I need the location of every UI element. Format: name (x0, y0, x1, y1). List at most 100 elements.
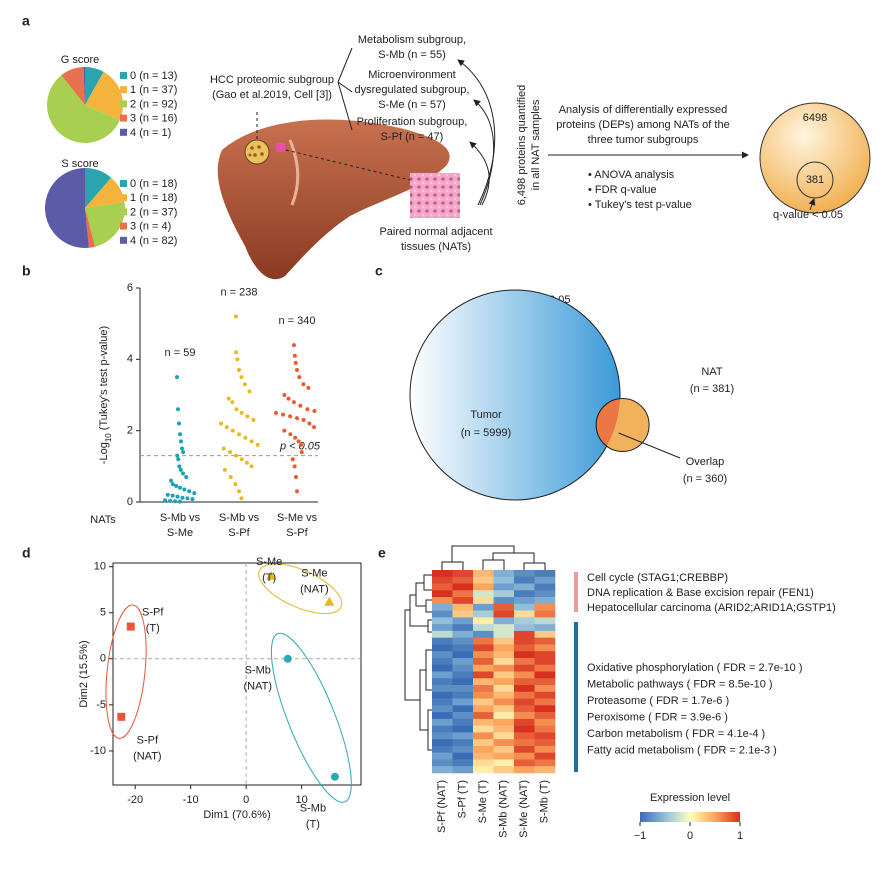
heatmap-cell (452, 718, 474, 726)
colorbar-tick-label: −1 (634, 830, 647, 842)
heatmap-cell (452, 752, 474, 760)
heatmap-cell (534, 610, 556, 618)
heatmap-cell (534, 651, 556, 659)
colorbar-tick-label: 0 (687, 830, 693, 842)
subgroup-label: Microenvironment (368, 69, 455, 81)
heatmap-cell (452, 691, 474, 699)
column-label: S-Pf (T) (457, 780, 469, 819)
heatmap-cell (473, 671, 494, 679)
y-tick-label: 10 (94, 561, 106, 573)
data-point (249, 464, 254, 469)
heatmap-cell (493, 651, 515, 659)
heatmap-cell (514, 597, 535, 605)
data-point (291, 400, 296, 405)
data-point (293, 435, 298, 440)
heatmap-cell (493, 610, 515, 618)
legend-swatch (120, 194, 127, 202)
heatmap-cell (493, 678, 515, 686)
heatmap-cell (452, 624, 474, 632)
legend-swatch (120, 100, 127, 108)
heatmap-cell (514, 766, 535, 774)
pie-slice (85, 71, 123, 120)
legend-count: (n = 1) (139, 127, 171, 139)
legend-count: (n = 82) (139, 235, 177, 247)
heatmap-cell (493, 705, 515, 713)
legend-category: 1 (130, 84, 136, 96)
heatmap-cell (534, 671, 556, 679)
heatmap-cell (473, 617, 494, 625)
heatmap-cell (514, 651, 535, 659)
heatmap-cell (514, 603, 535, 611)
legend-category: 4 (130, 235, 136, 247)
x-tick-label: 0 (243, 794, 249, 806)
heatmap-cell (452, 732, 474, 740)
heatmap-cell (514, 685, 535, 693)
heatmap-cell (514, 644, 535, 652)
colorbar-title: Expression level (650, 792, 730, 804)
heatmap-cell (534, 732, 556, 740)
heatmap-cell (493, 644, 515, 652)
group-ellipse (258, 563, 343, 615)
legend-swatch (120, 86, 127, 94)
pie-slice (83, 67, 85, 105)
data-point (239, 375, 244, 380)
data-point (297, 375, 302, 380)
heatmap-cell (473, 651, 494, 659)
point-label: S-Mb (245, 665, 271, 677)
data-point (293, 475, 298, 480)
data-point (288, 432, 293, 437)
heatmap-cell (534, 718, 556, 726)
heatmap-cell (432, 657, 453, 666)
data-point (255, 442, 260, 447)
heatmap-cell (493, 732, 515, 740)
data-point (295, 368, 299, 373)
liver (217, 119, 450, 280)
legend-category: 3 (130, 113, 136, 125)
legend-swatch (120, 128, 127, 136)
data-point (295, 416, 299, 421)
x-axis-label: Dim1 (70.6%) (203, 809, 270, 821)
heatmap-cell (534, 597, 556, 605)
legend-swatch (120, 208, 127, 216)
heatmap-cell (493, 590, 515, 598)
data-point (181, 471, 186, 476)
heatmap-cell (452, 766, 474, 774)
pie-slice (44, 168, 89, 248)
heatmap-cell (452, 597, 474, 605)
data-point (301, 417, 306, 422)
pie-slice (85, 177, 125, 208)
x-axis-label: NATs (90, 514, 116, 526)
data-point (237, 368, 241, 373)
y-axis-label-part: -Log (98, 442, 110, 464)
subgroup-label: Proliferation subgroup, (357, 116, 468, 128)
data-point (228, 475, 233, 480)
legend-category: 1 (130, 192, 136, 204)
panel-label: d (22, 545, 31, 561)
data-point (301, 382, 306, 387)
heatmap-cell (493, 637, 515, 645)
heatmap-cell (514, 583, 535, 591)
heatmap-cell (432, 691, 453, 699)
data-point (233, 482, 238, 487)
legend-swatch (120, 236, 127, 244)
heatmap-cell (534, 752, 556, 760)
method-bullet: • ANOVA analysis (588, 169, 675, 181)
heatmap-cell (493, 718, 515, 726)
heatmap-cell (473, 583, 494, 591)
heatmap-cell (514, 739, 535, 747)
heatmap-cell (473, 678, 494, 686)
legend-entry: 3 (n = 16) (130, 113, 177, 125)
data-point (192, 491, 197, 496)
heatmap-cell (534, 725, 556, 733)
nat-label: tissues (NATs) (401, 241, 471, 253)
x-tick-label: 10 (296, 794, 308, 806)
legend-category: 4 (130, 127, 136, 139)
pie-slice (85, 168, 112, 208)
heatmap-cell (452, 664, 474, 672)
heatmap-cell (473, 657, 494, 666)
legend-count: (n = 37) (139, 84, 177, 96)
legend-entry: 1 (n = 37) (130, 84, 177, 96)
venn-set (409, 289, 621, 501)
plot-frame (112, 562, 362, 786)
heatmap-cell (534, 657, 556, 666)
